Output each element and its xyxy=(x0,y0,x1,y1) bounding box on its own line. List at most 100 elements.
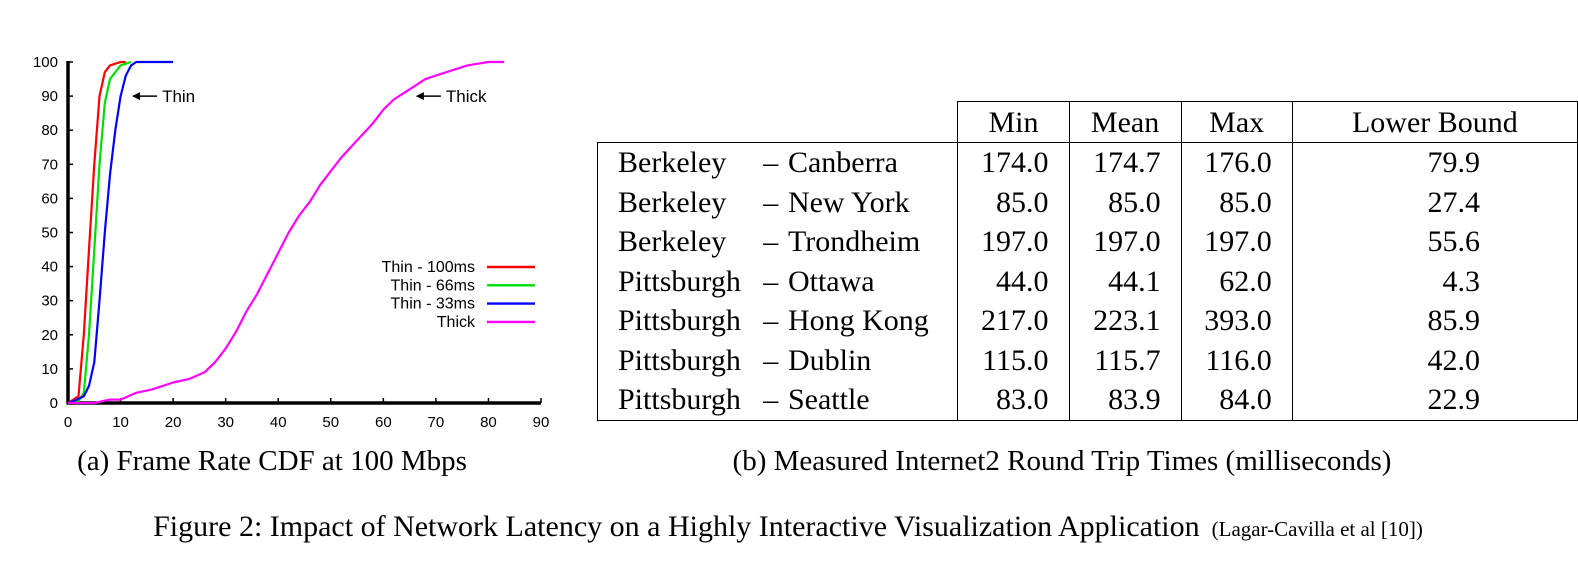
route-dash: – xyxy=(763,264,779,298)
x-tick-label: 0 xyxy=(64,414,72,431)
route-destination: Dublin xyxy=(787,340,959,380)
y-tick-label: 20 xyxy=(41,327,58,344)
legend-label: Thin - 33ms xyxy=(391,296,475,313)
table-row: Pittsburgh – Hong Kong 217.0 223.1 393.0 85.9 xyxy=(597,301,1578,341)
cell-lower-bound: 42.0 xyxy=(1292,340,1578,380)
header-mean: Mean xyxy=(1068,101,1182,143)
y-tick-label: 100 xyxy=(33,54,58,71)
x-tick-label: 60 xyxy=(375,414,392,431)
route-source: Pittsburgh xyxy=(597,340,764,380)
table-header-row: Min Mean Max Lower Bound xyxy=(597,101,1578,143)
header-lower-bound: Lower Bound xyxy=(1291,101,1578,143)
cell-mean: 83.9 xyxy=(1069,380,1182,421)
annotation-arrow-head xyxy=(415,92,424,101)
series-line-2 xyxy=(67,60,174,405)
legend-label: Thick xyxy=(437,314,476,331)
figure-caption: Figure 2: Impact of Network Latency on a… xyxy=(153,510,1423,543)
cell-min: 85.0 xyxy=(957,182,1070,222)
subcaption-a: (a) Frame Rate CDF at 100 Mbps xyxy=(77,445,467,477)
cell-mean: 223.1 xyxy=(1069,301,1182,341)
series-line-0 xyxy=(67,60,126,404)
cell-max: 62.0 xyxy=(1181,261,1293,301)
table-row: Berkeley – New York 85.0 85.0 85.0 27.4 xyxy=(597,182,1578,222)
annotation-arrow-head xyxy=(132,92,141,101)
table-corner xyxy=(597,101,959,143)
cell-min: 197.0 xyxy=(957,222,1070,262)
x-tick-label: 80 xyxy=(480,414,497,431)
route-source: Berkeley xyxy=(597,182,764,222)
cell-mean: 85.0 xyxy=(1069,182,1182,222)
route-dash: – xyxy=(763,343,779,377)
y-tick-label: 60 xyxy=(41,190,58,207)
route-source: Pittsburgh xyxy=(597,380,764,421)
cell-max: 116.0 xyxy=(1181,340,1293,380)
x-tick-label: 70 xyxy=(428,414,445,431)
cell-mean: 174.7 xyxy=(1069,142,1182,183)
route-dash: – xyxy=(763,185,779,219)
table-row: Pittsburgh – Dublin 115.0 115.7 116.0 42.0 xyxy=(597,340,1578,380)
chart-series xyxy=(67,60,505,405)
cell-lower-bound: 79.9 xyxy=(1292,142,1578,183)
x-tick-label: 30 xyxy=(217,414,234,431)
table-row: Berkeley – Trondheim 197.0 197.0 197.0 55.6 xyxy=(597,222,1578,262)
cell-max: 85.0 xyxy=(1181,182,1293,222)
chart-annotations: Thin Thick xyxy=(132,87,487,106)
cell-min: 115.0 xyxy=(957,340,1070,380)
cell-lower-bound: 85.9 xyxy=(1292,301,1578,341)
cell-lower-bound: 27.4 xyxy=(1292,182,1578,222)
table-row: Berkeley – Canberra 174.0 174.7 176.0 79.9 xyxy=(597,142,1578,183)
route-dash: – xyxy=(763,142,788,183)
y-tick-label: 50 xyxy=(41,225,58,242)
route-destination: Hong Kong xyxy=(787,301,959,341)
cell-max: 197.0 xyxy=(1181,222,1293,262)
y-tick-label: 40 xyxy=(41,259,58,276)
cell-max: 393.0 xyxy=(1181,301,1293,341)
x-tick-label: 50 xyxy=(322,414,339,431)
cell-lower-bound: 22.9 xyxy=(1292,380,1578,421)
route-destination: Ottawa xyxy=(787,261,959,301)
route-destination: New York xyxy=(787,182,959,222)
cell-mean: 197.0 xyxy=(1069,222,1182,262)
cell-min: 174.0 xyxy=(957,142,1070,183)
frame-rate-cdf-chart: 0 10 20 30 40 50 60 70 80 90 0 10 20 30 40 50 60 70 80 90 10… xyxy=(33,54,549,431)
chart-ticks: 0 10 20 30 40 50 60 70 80 90 0 10 20 30 40 50 60 70 80 90 10… xyxy=(33,54,549,431)
y-tick-label: 30 xyxy=(41,293,58,310)
y-tick-label: 10 xyxy=(41,361,58,378)
series-line-3 xyxy=(68,60,505,405)
header-max: Max xyxy=(1180,101,1293,143)
x-tick-label: 90 xyxy=(533,414,550,431)
legend-label: Thin - 100ms xyxy=(382,259,475,276)
route-source: Berkeley xyxy=(597,222,764,262)
subcaption-b: (b) Measured Internet2 Round Trip Times … xyxy=(733,445,1392,477)
x-tick-label: 10 xyxy=(112,414,129,431)
route-destination: Canberra xyxy=(787,142,959,183)
route-source: Pittsburgh xyxy=(597,301,764,341)
route-dash: – xyxy=(763,304,779,338)
cell-min: 217.0 xyxy=(957,301,1070,341)
cell-lower-bound: 4.3 xyxy=(1292,261,1578,301)
cell-lower-bound: 55.6 xyxy=(1292,222,1578,262)
cell-min: 83.0 xyxy=(957,380,1070,421)
figure-citation: (Lagar-Cavilla et al [10]) xyxy=(1212,517,1423,541)
route-destination: Seattle xyxy=(787,380,959,421)
annotation-label: Thick xyxy=(446,87,487,106)
annotation-label: Thin xyxy=(162,87,195,106)
route-source: Berkeley xyxy=(597,142,764,183)
route-source: Pittsburgh xyxy=(597,261,764,301)
y-tick-label: 80 xyxy=(41,122,58,139)
series-line-1 xyxy=(67,60,132,405)
cell-max: 84.0 xyxy=(1181,380,1293,421)
table-row: Pittsburgh – Ottawa 44.0 44.1 62.0 4.3 xyxy=(597,261,1578,301)
y-tick-label: 0 xyxy=(50,395,58,412)
y-tick-label: 70 xyxy=(41,156,58,173)
x-tick-label: 40 xyxy=(270,414,287,431)
rtt-table: Min Mean Max Lower Bound Berkeley – Canber… xyxy=(597,101,1578,421)
table-row: Pittsburgh – Seattle 83.0 83.9 84.0 22.9 xyxy=(597,380,1578,421)
figure-caption-text: Figure 2: Impact of Network Latency on a… xyxy=(153,510,1200,543)
cell-max: 176.0 xyxy=(1181,142,1293,183)
y-tick-label: 90 xyxy=(41,88,58,105)
cell-mean: 115.7 xyxy=(1069,340,1182,380)
cell-mean: 44.1 xyxy=(1069,261,1182,301)
